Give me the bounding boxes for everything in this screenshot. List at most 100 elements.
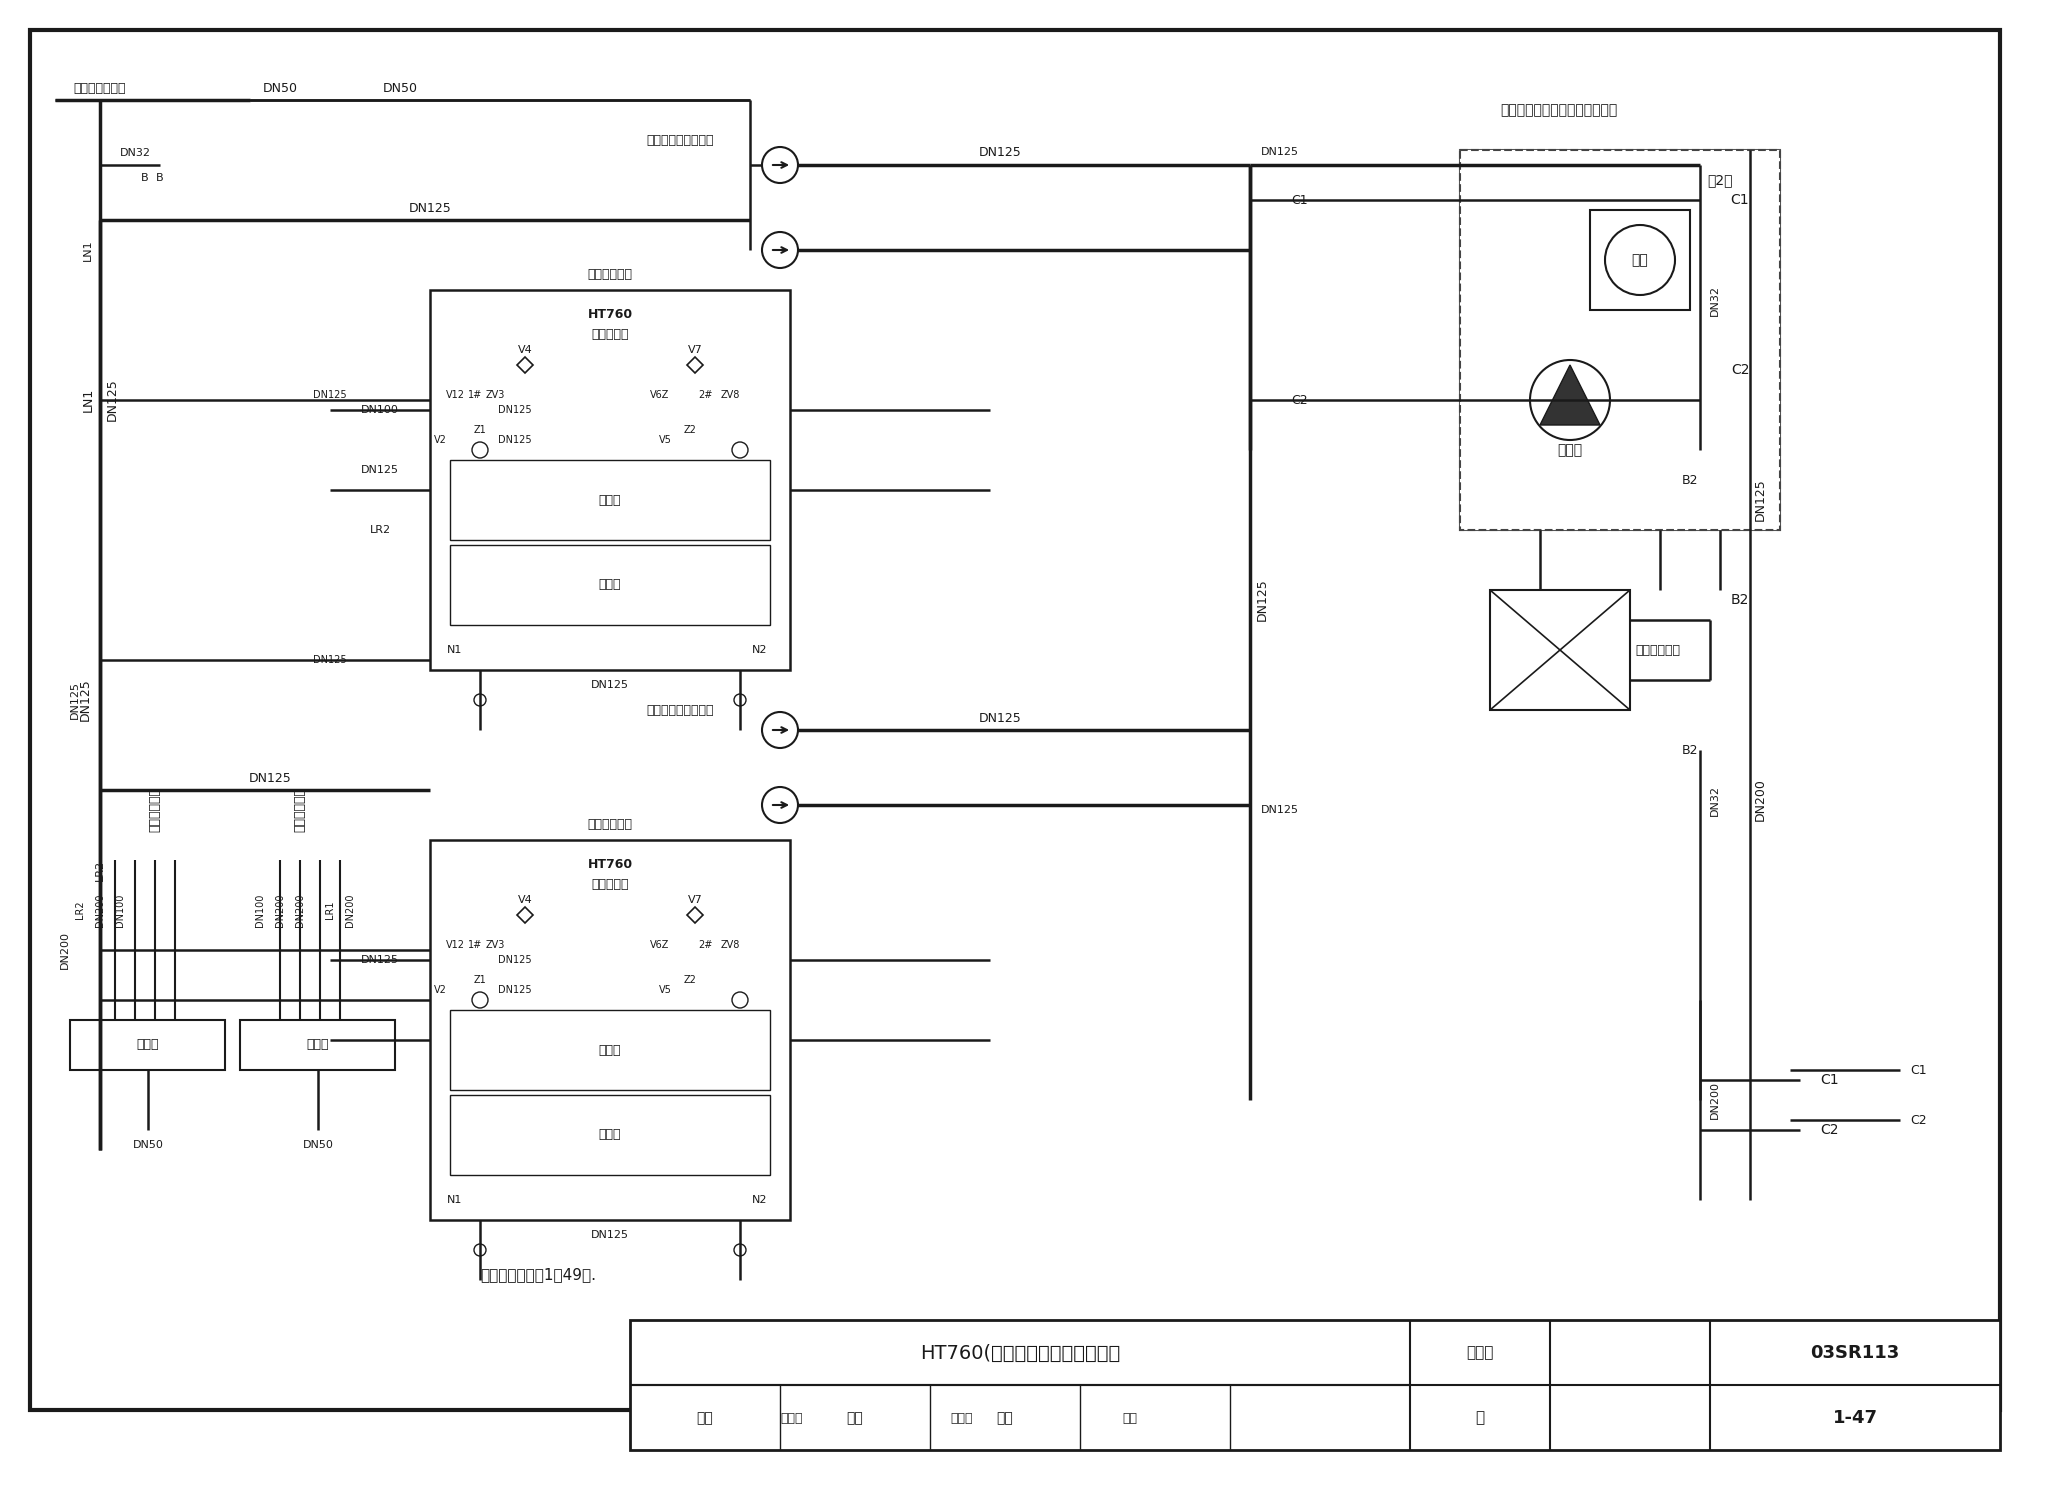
Text: LR2: LR2 bbox=[94, 859, 104, 881]
Text: C2: C2 bbox=[1731, 363, 1749, 377]
Text: Z2: Z2 bbox=[684, 975, 696, 985]
Text: DN100: DN100 bbox=[360, 406, 399, 415]
Text: 黄涛: 黄涛 bbox=[1122, 1412, 1137, 1425]
Text: DN50: DN50 bbox=[383, 82, 418, 95]
Text: DN200: DN200 bbox=[1753, 779, 1767, 822]
Text: 螺旋板换热器: 螺旋板换热器 bbox=[1634, 643, 1679, 657]
Text: DN200: DN200 bbox=[295, 893, 305, 927]
Polygon shape bbox=[516, 357, 532, 373]
Text: Z1: Z1 bbox=[473, 425, 485, 435]
Text: 冷凝器: 冷凝器 bbox=[598, 578, 621, 591]
Bar bbox=[1491, 590, 1630, 710]
Text: 子秋风: 子秋风 bbox=[950, 1412, 973, 1425]
Text: B2: B2 bbox=[1681, 743, 1698, 756]
Text: C1: C1 bbox=[1731, 193, 1749, 207]
Text: DN125: DN125 bbox=[979, 712, 1022, 725]
Text: DN125: DN125 bbox=[360, 465, 399, 476]
Text: 2#: 2# bbox=[698, 941, 713, 950]
Text: 水井: 水井 bbox=[1632, 253, 1649, 267]
Text: N1: N1 bbox=[446, 1195, 463, 1205]
Text: B: B bbox=[141, 172, 150, 183]
Bar bbox=[631, 1320, 2001, 1450]
Text: 校对: 校对 bbox=[846, 1412, 864, 1425]
Text: 集水器: 集水器 bbox=[137, 1039, 160, 1052]
Text: V12: V12 bbox=[446, 389, 465, 400]
Text: 03SR113: 03SR113 bbox=[1810, 1343, 1901, 1363]
Text: ZV8: ZV8 bbox=[721, 389, 739, 400]
Text: V7: V7 bbox=[688, 345, 702, 355]
Text: DN125: DN125 bbox=[498, 406, 532, 415]
Text: B2: B2 bbox=[1681, 474, 1698, 486]
Text: LN1: LN1 bbox=[84, 239, 92, 262]
Text: N2: N2 bbox=[752, 645, 768, 655]
Text: 能量提升系统循环泵: 能量提升系统循环泵 bbox=[647, 703, 715, 716]
Text: LN1: LN1 bbox=[82, 388, 94, 412]
Text: DN32: DN32 bbox=[119, 149, 150, 158]
Text: V5: V5 bbox=[659, 985, 672, 996]
Text: DN125: DN125 bbox=[1255, 578, 1268, 621]
Text: 能量提升器: 能量提升器 bbox=[592, 328, 629, 342]
Text: DN125: DN125 bbox=[498, 955, 532, 964]
Polygon shape bbox=[516, 906, 532, 923]
Text: LR2: LR2 bbox=[76, 901, 86, 920]
Text: DN125: DN125 bbox=[1753, 478, 1767, 522]
Text: 能量提升器: 能量提升器 bbox=[592, 878, 629, 892]
Text: C1: C1 bbox=[1821, 1073, 1839, 1086]
Text: V2: V2 bbox=[434, 435, 446, 444]
Text: V6Z: V6Z bbox=[651, 941, 670, 950]
Text: V4: V4 bbox=[518, 895, 532, 905]
Text: Z2: Z2 bbox=[684, 425, 696, 435]
Text: DN125: DN125 bbox=[498, 435, 532, 444]
Text: 冷凝器: 冷凝器 bbox=[598, 1128, 621, 1141]
Text: DN125: DN125 bbox=[410, 202, 451, 214]
Text: V6Z: V6Z bbox=[651, 389, 670, 400]
Text: ZV8: ZV8 bbox=[721, 941, 739, 950]
Text: DN125: DN125 bbox=[592, 1230, 629, 1239]
Text: 水井、潜水泵在平面图中未表示: 水井、潜水泵在平面图中未表示 bbox=[1499, 103, 1618, 117]
Text: DN125: DN125 bbox=[78, 679, 92, 721]
Text: ZV3: ZV3 bbox=[485, 941, 504, 950]
Text: DN125: DN125 bbox=[1262, 147, 1298, 158]
Bar bbox=[451, 461, 770, 539]
Text: DN125: DN125 bbox=[1262, 805, 1298, 814]
Bar bbox=[1589, 210, 1690, 311]
Polygon shape bbox=[686, 357, 702, 373]
Text: 1#: 1# bbox=[467, 389, 481, 400]
Text: V12: V12 bbox=[446, 941, 465, 950]
Text: C2: C2 bbox=[1292, 394, 1309, 407]
Text: V5: V5 bbox=[659, 435, 672, 444]
Text: 蒸发器: 蒸发器 bbox=[598, 1043, 621, 1057]
Text: 设计: 设计 bbox=[997, 1412, 1014, 1425]
Text: N2: N2 bbox=[752, 1195, 768, 1205]
Text: LR2: LR2 bbox=[369, 525, 391, 535]
Text: HT760: HT760 bbox=[588, 859, 633, 871]
Text: HT760(二台）冷热源系统原理图: HT760(二台）冷热源系统原理图 bbox=[920, 1343, 1120, 1363]
Text: DN100: DN100 bbox=[115, 893, 125, 927]
Text: DN200: DN200 bbox=[274, 893, 285, 927]
Text: HT760: HT760 bbox=[588, 309, 633, 321]
Bar bbox=[240, 1019, 395, 1070]
Bar bbox=[430, 290, 791, 670]
Text: DN200: DN200 bbox=[59, 932, 70, 969]
Text: DN125: DN125 bbox=[360, 955, 399, 964]
Text: 2#: 2# bbox=[698, 389, 713, 400]
Bar bbox=[451, 1010, 770, 1091]
Bar bbox=[430, 840, 791, 1220]
Bar bbox=[1460, 150, 1780, 531]
Text: 分水器: 分水器 bbox=[307, 1039, 330, 1052]
Text: DN50: DN50 bbox=[262, 82, 297, 95]
Text: C1: C1 bbox=[1292, 193, 1309, 207]
Text: 注：设备表见第1－49页.: 注：设备表见第1－49页. bbox=[479, 1268, 596, 1282]
Bar bbox=[70, 1019, 225, 1070]
Text: 末端水循环泵: 末端水循环泵 bbox=[588, 819, 633, 832]
Polygon shape bbox=[686, 906, 702, 923]
Text: DN125: DN125 bbox=[70, 681, 80, 719]
Text: C2: C2 bbox=[1821, 1123, 1839, 1137]
Text: 图集号: 图集号 bbox=[1466, 1345, 1493, 1361]
Text: N1: N1 bbox=[446, 645, 463, 655]
Text: 页: 页 bbox=[1475, 1410, 1485, 1425]
Polygon shape bbox=[1540, 366, 1599, 425]
Text: 能量提升系统循环泵: 能量提升系统循环泵 bbox=[647, 134, 715, 147]
Text: B2: B2 bbox=[1731, 593, 1749, 606]
Text: 共2套: 共2套 bbox=[1708, 172, 1733, 187]
